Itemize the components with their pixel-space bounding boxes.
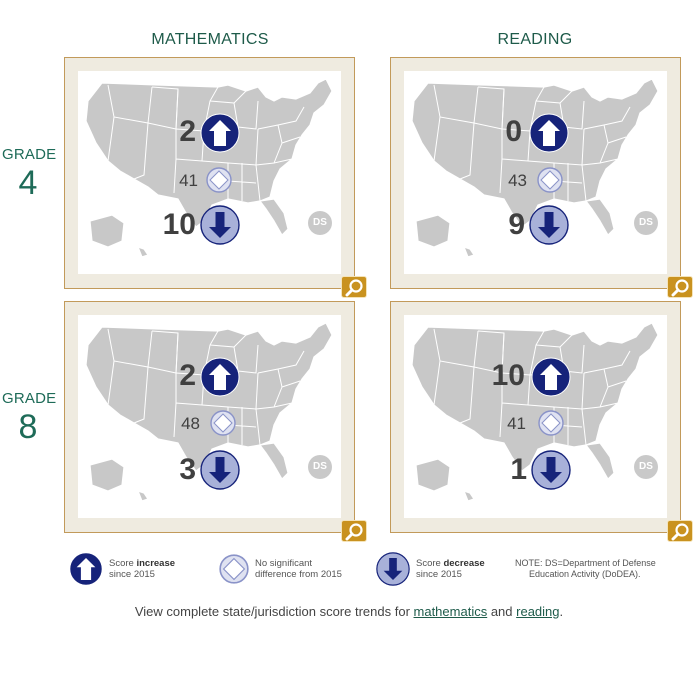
zoom-button[interactable]: [341, 520, 367, 542]
decrease-count: 3: [179, 453, 196, 486]
diamond-icon: [538, 410, 564, 436]
zoom-button[interactable]: [667, 276, 693, 298]
reading-link[interactable]: reading: [516, 604, 560, 619]
up-arrow-circle-icon: [531, 357, 571, 397]
up-arrow-circle-icon: [200, 357, 240, 397]
ds-badge: DS: [308, 455, 332, 479]
grade-word: GRADE: [2, 390, 57, 407]
grade-8-label: GRADE 8: [2, 390, 57, 446]
increase-count: 0: [505, 115, 522, 148]
panel-grade8-reading[interactable]: 10 41 1 DS: [390, 301, 693, 542]
magnifier-icon: [345, 523, 365, 541]
up-arrow-circle-icon: [529, 113, 569, 153]
zoom-button[interactable]: [341, 276, 367, 298]
legend-increase: Score increase since 2015: [69, 552, 199, 588]
no-change-count: 43: [508, 171, 527, 190]
reading-header: READING: [497, 31, 573, 48]
magnifier-icon: [671, 279, 691, 297]
ds-badge: DS: [634, 455, 658, 479]
down-arrow-circle-icon: [529, 205, 569, 245]
increase-count: 2: [179, 115, 196, 148]
magnifier-icon: [345, 279, 365, 297]
down-arrow-circle-icon: [376, 552, 410, 586]
increase-count: 2: [179, 359, 196, 392]
decrease-count: 1: [510, 453, 527, 486]
down-arrow-circle-icon: [200, 450, 240, 490]
increase-count: 10: [491, 359, 525, 392]
legend-increase-text: Score increase since 2015: [109, 558, 176, 580]
no-change-count: 41: [507, 414, 526, 433]
us-map[interactable]: 10 41 1 DS: [404, 315, 667, 518]
diamond-icon: [210, 410, 236, 436]
decrease-count: 10: [162, 208, 196, 241]
no-change-count: 41: [179, 171, 198, 190]
diamond-icon: [537, 167, 563, 193]
grade-number: 4: [18, 164, 38, 202]
mathematics-header: MATHEMATICS: [151, 31, 269, 48]
us-map[interactable]: 2 41 10 DS: [78, 71, 341, 274]
us-map[interactable]: 0 43 9 DS: [404, 71, 667, 274]
panel-grade4-reading[interactable]: 0 43 9 DS: [390, 57, 693, 298]
panel-grade4-mathematics[interactable]: 2 41 10 DS: [64, 57, 367, 298]
legend-decrease-text: Score decrease since 2015: [416, 558, 485, 580]
us-map[interactable]: 2 48 3 DS: [78, 315, 341, 518]
legend-decrease: Score decrease since 2015: [376, 552, 506, 588]
grade-number: 8: [18, 408, 38, 446]
up-arrow-circle-icon: [200, 113, 240, 153]
mathematics-link[interactable]: mathematics: [413, 604, 488, 619]
grade-4-label: GRADE 4: [2, 146, 57, 202]
down-arrow-circle-icon: [531, 450, 571, 490]
legend-no-change-text: No significant difference from 2015: [255, 558, 342, 580]
panel-grade8-mathematics[interactable]: 2 48 3 DS: [64, 301, 367, 542]
ds-badge: DS: [308, 211, 332, 235]
diamond-icon: [219, 554, 249, 584]
grade-word: GRADE: [2, 146, 57, 163]
down-arrow-circle-icon: [200, 205, 240, 245]
no-change-count: 48: [181, 414, 200, 433]
footer-text: View complete state/jurisdiction score t…: [134, 604, 564, 619]
legend-note: NOTE: DS=Department of Defense Education…: [515, 558, 656, 579]
legend-no-change: No significant difference from 2015: [219, 552, 359, 588]
magnifier-icon: [671, 523, 691, 541]
diamond-icon: [206, 167, 232, 193]
ds-badge: DS: [634, 211, 658, 235]
zoom-button[interactable]: [667, 520, 693, 542]
up-arrow-circle-icon: [69, 552, 103, 586]
decrease-count: 9: [508, 208, 525, 241]
